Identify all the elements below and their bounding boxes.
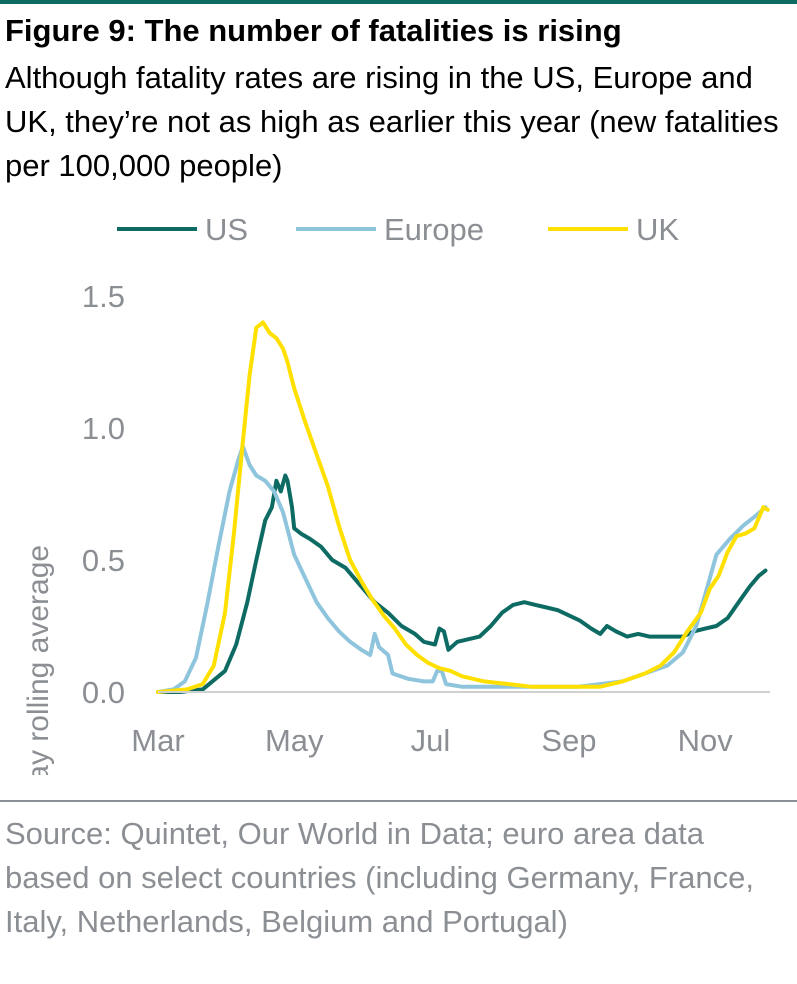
y-tick-label: 0.5 <box>82 543 125 578</box>
y-tick-label: 0.0 <box>82 675 125 710</box>
x-tick-label: Jul <box>411 723 451 758</box>
bottom-rule <box>0 800 797 802</box>
y-axis-label: 7-day rolling average <box>22 545 55 775</box>
source-note: Source: Quintet, Our World in Data; euro… <box>5 816 754 939</box>
x-tick-label: Sep <box>541 723 596 758</box>
series-line-us <box>156 473 768 694</box>
x-axis-ticks: Mar May Jul Sep Nov <box>131 723 733 758</box>
chart-legend: US Europe UK <box>117 212 679 247</box>
x-tick-label: Nov <box>678 723 734 758</box>
figure-title: Figure 9: The number of fatalities is ri… <box>5 13 622 48</box>
y-tick-label: 1.5 <box>82 279 125 314</box>
series-line-europe <box>156 444 768 694</box>
legend-label-europe: Europe <box>384 212 484 247</box>
figure-subtitle: Although fatality rates are rising in th… <box>5 60 779 183</box>
top-rule <box>0 0 797 4</box>
fatalities-line-chart: US Europe UK 7-day rolling average 0.0 0.5 1… <box>22 212 770 775</box>
legend-label-us: US <box>205 212 248 247</box>
series-line-uk <box>156 320 770 694</box>
y-axis-ticks: 0.0 0.5 1.0 1.5 <box>82 279 125 710</box>
x-tick-label: May <box>265 723 324 758</box>
x-tick-label: Mar <box>131 723 184 758</box>
legend-label-uk: UK <box>636 212 679 247</box>
y-tick-label: 1.0 <box>82 411 125 446</box>
chart-series <box>156 320 770 694</box>
